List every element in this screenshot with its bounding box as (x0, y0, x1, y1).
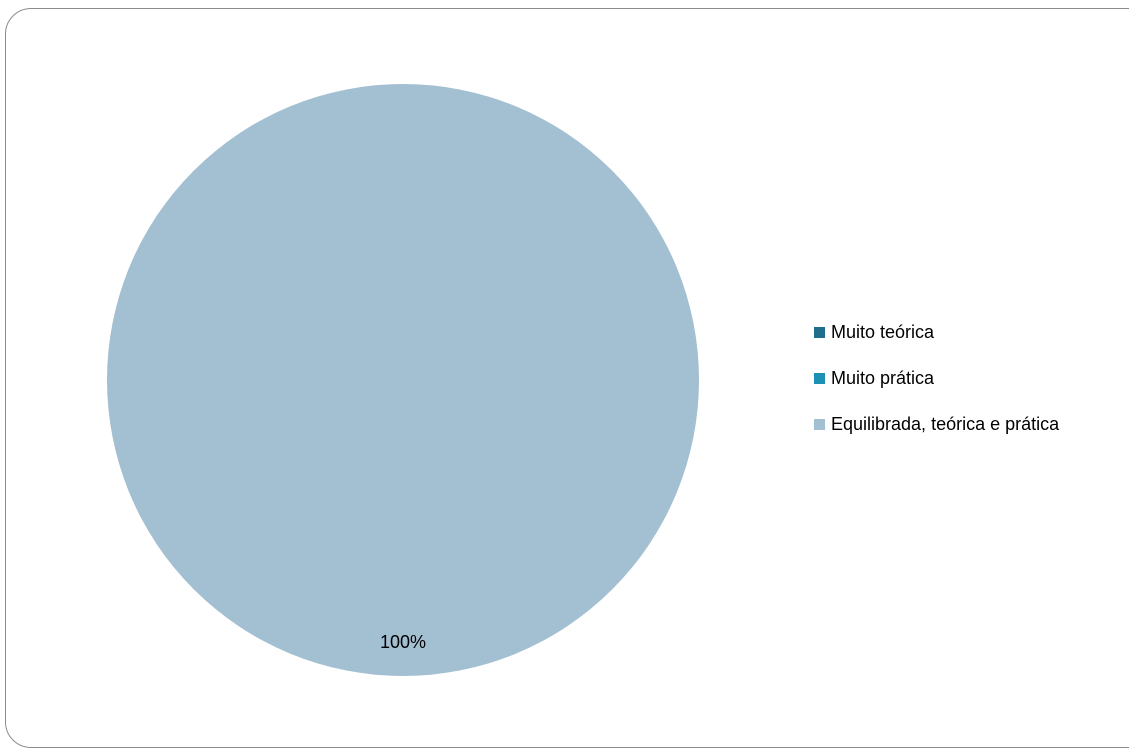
legend-item-muito-pratica: Muito prática (814, 367, 1126, 389)
legend-label: Equilibrada, teórica e prática (831, 414, 1060, 434)
pie-slice (107, 84, 699, 676)
pie-data-labels: 100% (380, 632, 426, 652)
legend-item-equilibrada: Equilibrada, teórica e prática (814, 413, 1126, 435)
legend-item-muito-teorica: Muito teórica (814, 321, 1126, 343)
legend-label: Muito teórica (831, 322, 935, 342)
legend-swatch (814, 418, 825, 430)
pie-slices (107, 84, 699, 676)
legend-swatch (814, 372, 825, 384)
legend: Muito teórica Muito prática Equilibrada,… (814, 321, 1126, 459)
legend-label: Muito prática (831, 368, 935, 388)
legend-swatch (814, 326, 825, 338)
pie-data-label: 100% (380, 632, 426, 652)
